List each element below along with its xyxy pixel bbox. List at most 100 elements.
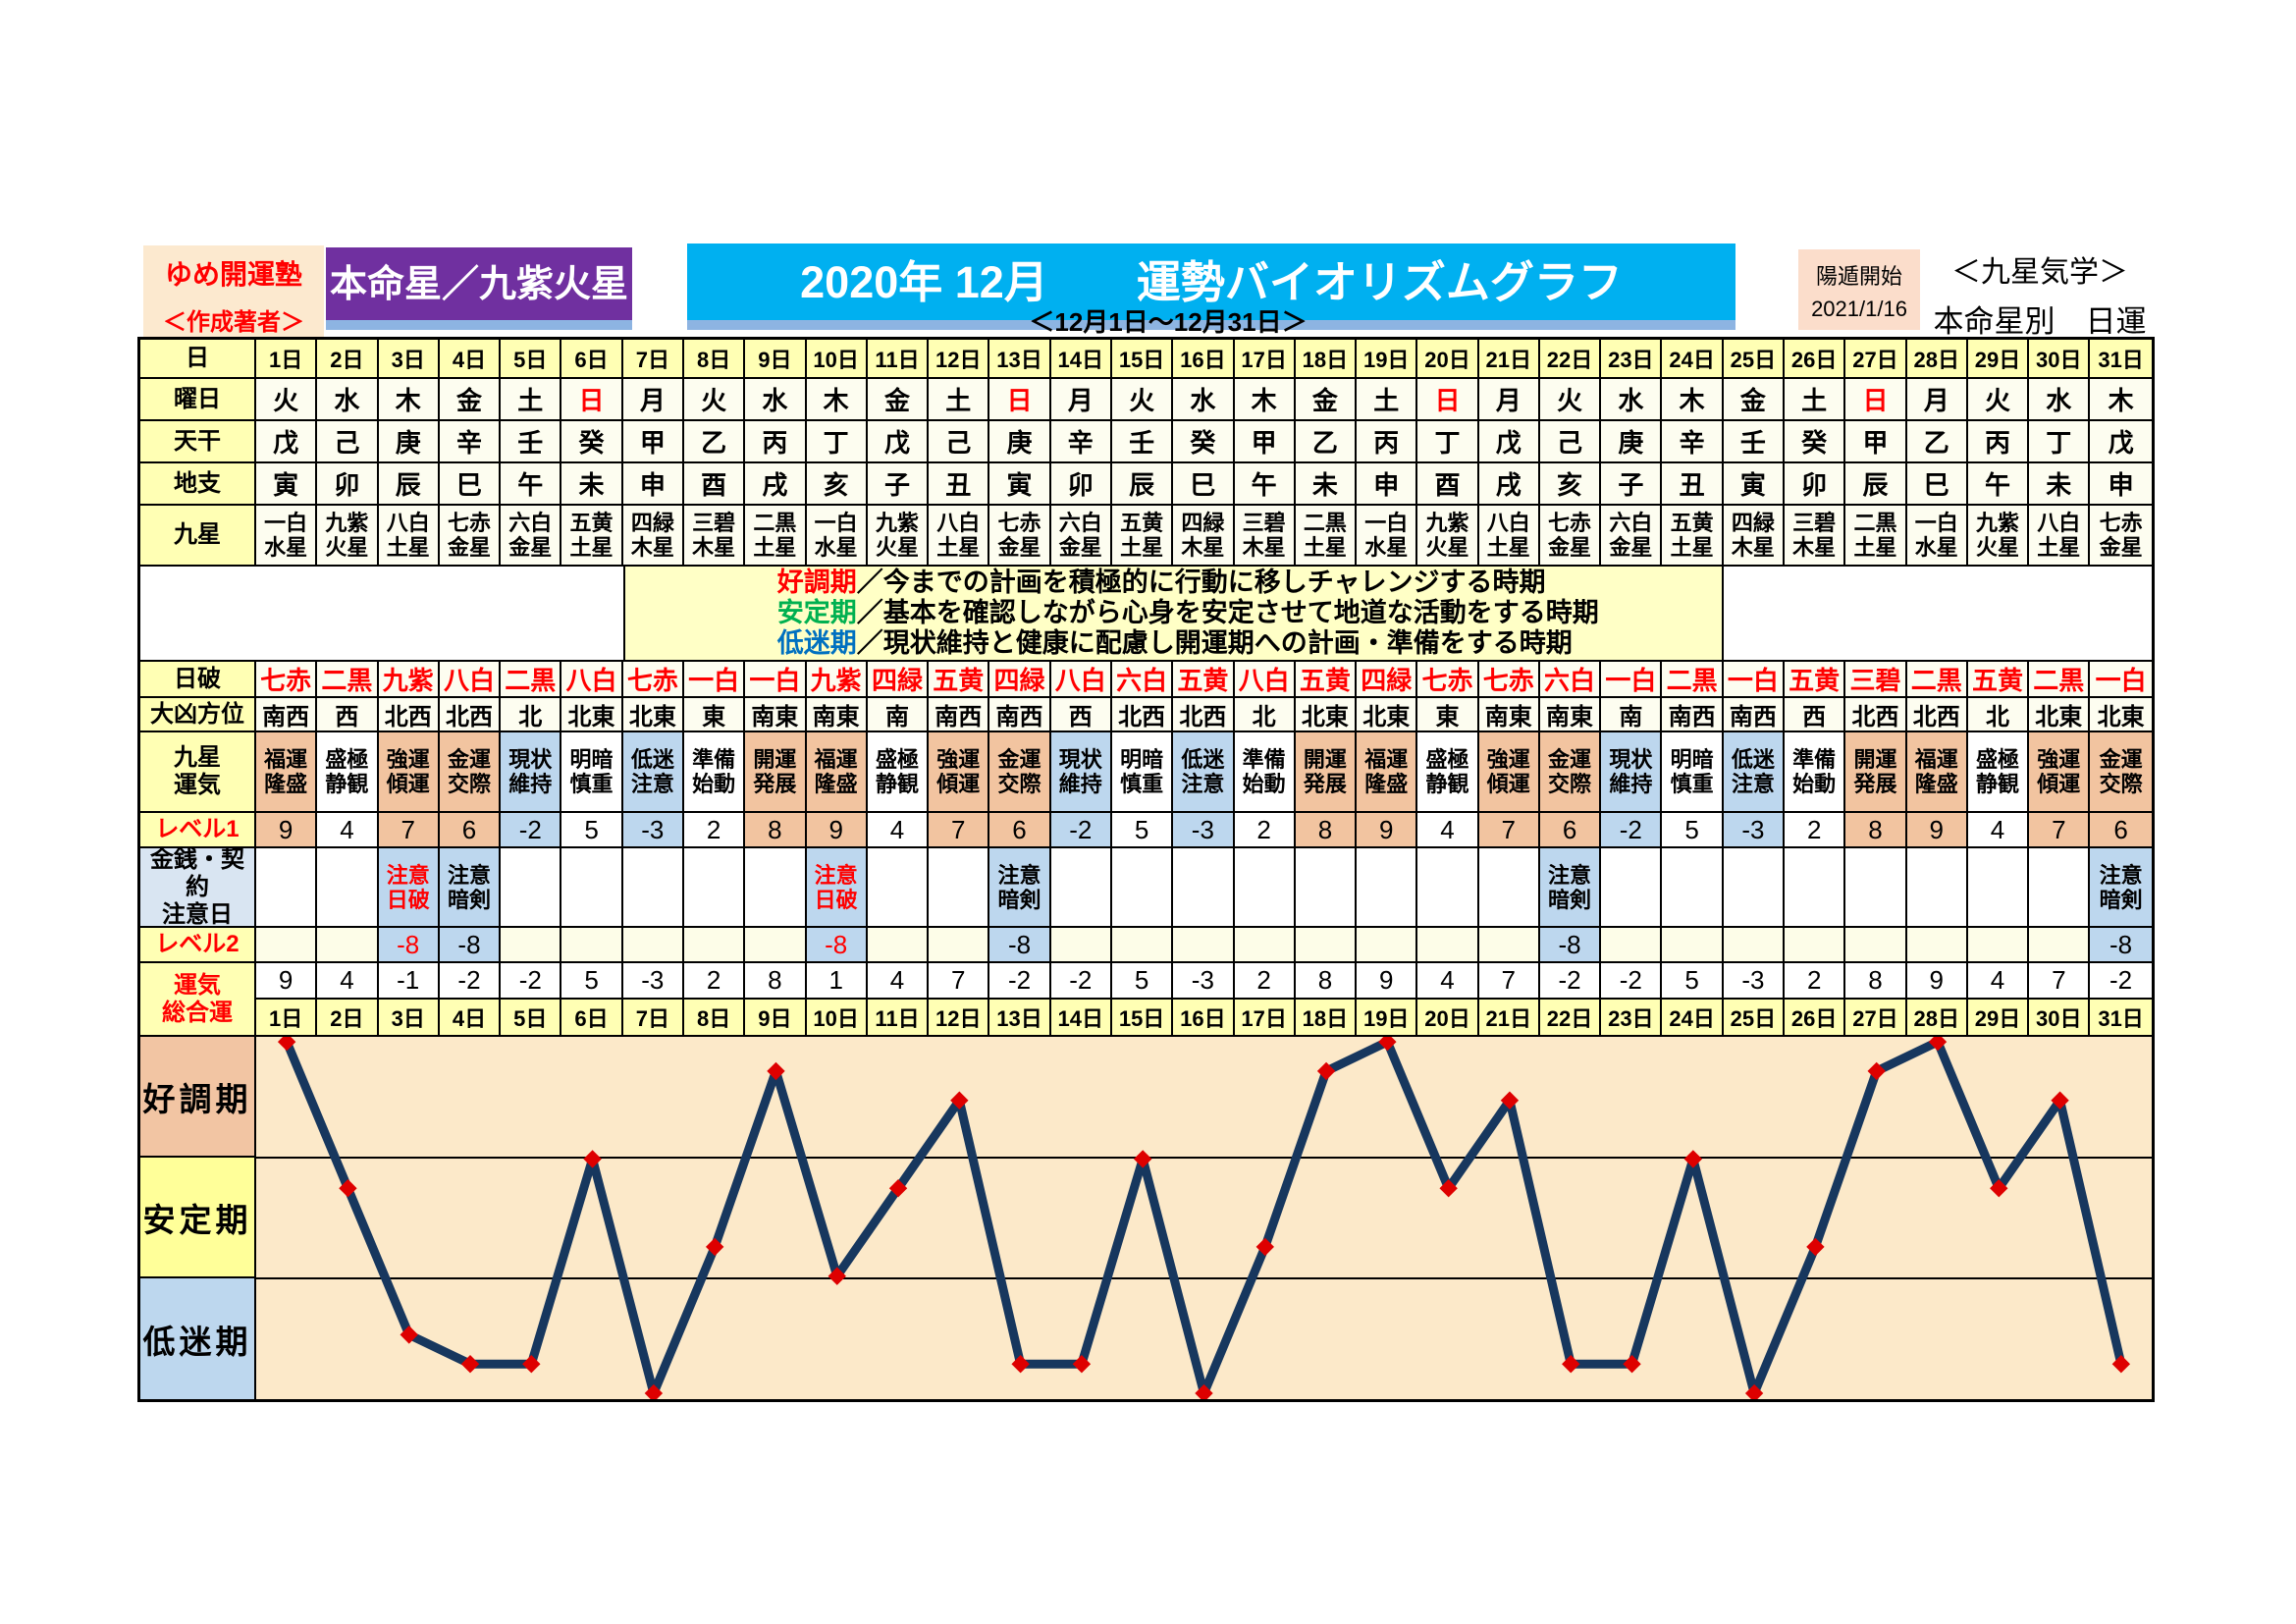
chishi: 申 <box>622 463 684 506</box>
total-value: 7 <box>1478 963 1540 1000</box>
daikyo-direction: 西 <box>1050 698 1112 732</box>
nippa: 八白 <box>561 662 623 698</box>
caution-day <box>622 848 684 928</box>
kyusei-star: 一白 水星 <box>806 506 868 567</box>
nippa: 七赤 <box>256 662 318 698</box>
chishi: 午 <box>1967 463 2030 506</box>
day-header: 19日 <box>1357 340 1418 379</box>
caution-day <box>501 848 562 928</box>
total-day-label: 4日 <box>439 1000 502 1037</box>
unki-fortune: 現状 維持 <box>1050 732 1112 813</box>
legend-left-spacer <box>140 567 623 662</box>
level1-value: 4 <box>317 813 379 848</box>
level2-value <box>622 928 684 963</box>
caution-day <box>1173 848 1235 928</box>
level1-value: 8 <box>1295 813 1358 848</box>
table-row-kyusei: 九星 一白 水星 九紫 火星 八白 土星 七赤 金星 六白 金星 五黄 土星 四緑 木星 三碧 木星 二黒 土星 一白… <box>140 506 2152 567</box>
page-title: 2020年 12月 運勢バイオリズムグラフ <box>687 244 1735 330</box>
kyusei-star: 四緑 木星 <box>1723 506 1786 567</box>
tenkan: 丙 <box>745 421 807 463</box>
daikyo-direction: 南東 <box>1539 698 1602 732</box>
unki-fortune: 開運 発展 <box>1845 732 1907 813</box>
tenkan: 己 <box>929 421 990 463</box>
data-point-marker <box>828 1267 846 1285</box>
unki-fortune: 明暗 慎重 <box>1111 732 1174 813</box>
caution-day <box>1662 848 1724 928</box>
level1-value: 9 <box>1906 813 1968 848</box>
chishi: 寅 <box>989 463 1051 506</box>
nippa: 四緑 <box>989 662 1051 698</box>
caution-day <box>867 848 930 928</box>
weekday: 月 <box>1050 379 1112 421</box>
tenkan: 戊 <box>2090 421 2152 463</box>
row-label-level1: レベル1 <box>140 813 256 848</box>
level1-value: 9 <box>1357 813 1418 848</box>
total-value: 2 <box>1785 963 1846 1000</box>
day-header: 30日 <box>2029 340 2091 379</box>
caution-day <box>1906 848 1968 928</box>
weekday: 金 <box>439 379 502 421</box>
weekday: 木 <box>2090 379 2152 421</box>
youton-label: 陽遁開始 <box>1815 264 1902 289</box>
nippa: 二黒 <box>317 662 379 698</box>
level2-value <box>1173 928 1235 963</box>
weekday: 日 <box>989 379 1051 421</box>
level1-value: 5 <box>561 813 623 848</box>
total-day-label: 21日 <box>1478 1000 1540 1037</box>
level2-value <box>1111 928 1174 963</box>
biorhythm-chart <box>256 1037 2152 1399</box>
day-header: 14日 <box>1050 340 1112 379</box>
unki-fortune: 開運 発展 <box>745 732 807 813</box>
table-row-tenkan: 天干戊己庚辛壬癸甲乙丙丁戊己庚辛壬癸甲乙丙丁戊己庚辛壬癸甲乙丙丁戊 <box>140 421 2152 463</box>
chishi: 午 <box>501 463 562 506</box>
weekday: 木 <box>378 379 440 421</box>
tenkan: 丁 <box>2029 421 2091 463</box>
unki-fortune: 低迷 注意 <box>1173 732 1235 813</box>
chishi: 未 <box>1295 463 1358 506</box>
caution-day: 注意 暗剣 <box>1539 848 1602 928</box>
level2-value: -8 <box>806 928 868 963</box>
total-value: -3 <box>1723 963 1786 1000</box>
total-value: -2 <box>989 963 1051 1000</box>
caution-day <box>1845 848 1907 928</box>
caution-day <box>1723 848 1786 928</box>
chishi: 申 <box>1357 463 1418 506</box>
level1-value: 4 <box>1967 813 2030 848</box>
kyusei-star: 九紫 火星 <box>317 506 379 567</box>
caution-day: 注意 日破 <box>378 848 440 928</box>
kyusei-star: 七赤 金星 <box>439 506 502 567</box>
table-row-weekdays: 曜日火水木金土日月火水木金土日月火水木金土日月火水木金土日月火水木 <box>140 379 2152 421</box>
caution-day <box>561 848 623 928</box>
daikyo-direction: 南東 <box>806 698 868 732</box>
day-header: 17日 <box>1234 340 1296 379</box>
total-value: 9 <box>1906 963 1968 1000</box>
caution-day <box>2029 848 2091 928</box>
tenkan: 丙 <box>1357 421 1418 463</box>
day-header: 27日 <box>1845 340 1907 379</box>
caution-day <box>1785 848 1846 928</box>
level2-value <box>1050 928 1112 963</box>
total-day-label: 27日 <box>1845 1000 1907 1037</box>
legend-right-spacer <box>1723 567 2152 662</box>
table-row-nippa: 日破 七赤 二黒 九紫 八白 二黒 八白 七赤 一白 一白 九紫 四緑 五黄 四緑 八白 六白 五黄 八白 五黄 四緑… <box>140 662 2152 698</box>
weekday: 火 <box>1967 379 2030 421</box>
total-day-label: 3日 <box>378 1000 440 1037</box>
brand-box: ゆめ開運塾 ＜作成著者＞ <box>143 245 324 340</box>
tenkan: 庚 <box>1601 421 1663 463</box>
chishi: 辰 <box>1111 463 1174 506</box>
unki-fortune: 現状 維持 <box>501 732 562 813</box>
total-day-label: 11日 <box>867 1000 930 1037</box>
row-label-days: 日 <box>140 340 256 379</box>
caution-day <box>929 848 990 928</box>
graph-block: 好調期 安定期 低迷期 <box>140 1037 2152 1399</box>
total-day-label: 1日 <box>256 1000 318 1037</box>
level1-value: 4 <box>1417 813 1479 848</box>
tenkan: 戊 <box>1478 421 1540 463</box>
unki-fortune: 強運 傾運 <box>929 732 990 813</box>
tenkan: 乙 <box>1906 421 1968 463</box>
tenkan: 甲 <box>1234 421 1296 463</box>
legend-line: 好調期／今までの計画を積極的に行動に移しチャレンジする時期 <box>776 568 1546 597</box>
day-header: 23日 <box>1601 340 1663 379</box>
calendar-sheet: 日 1日 2日 3日 4日 5日 6日 7日 8日 9日 10日 11日 12日 13日 14日 15日 16日… <box>137 337 2155 1402</box>
legend-row: 好調期／今までの計画を積極的に行動に移しチャレンジする時期 安定期／基本を確認しな… <box>140 567 2152 662</box>
